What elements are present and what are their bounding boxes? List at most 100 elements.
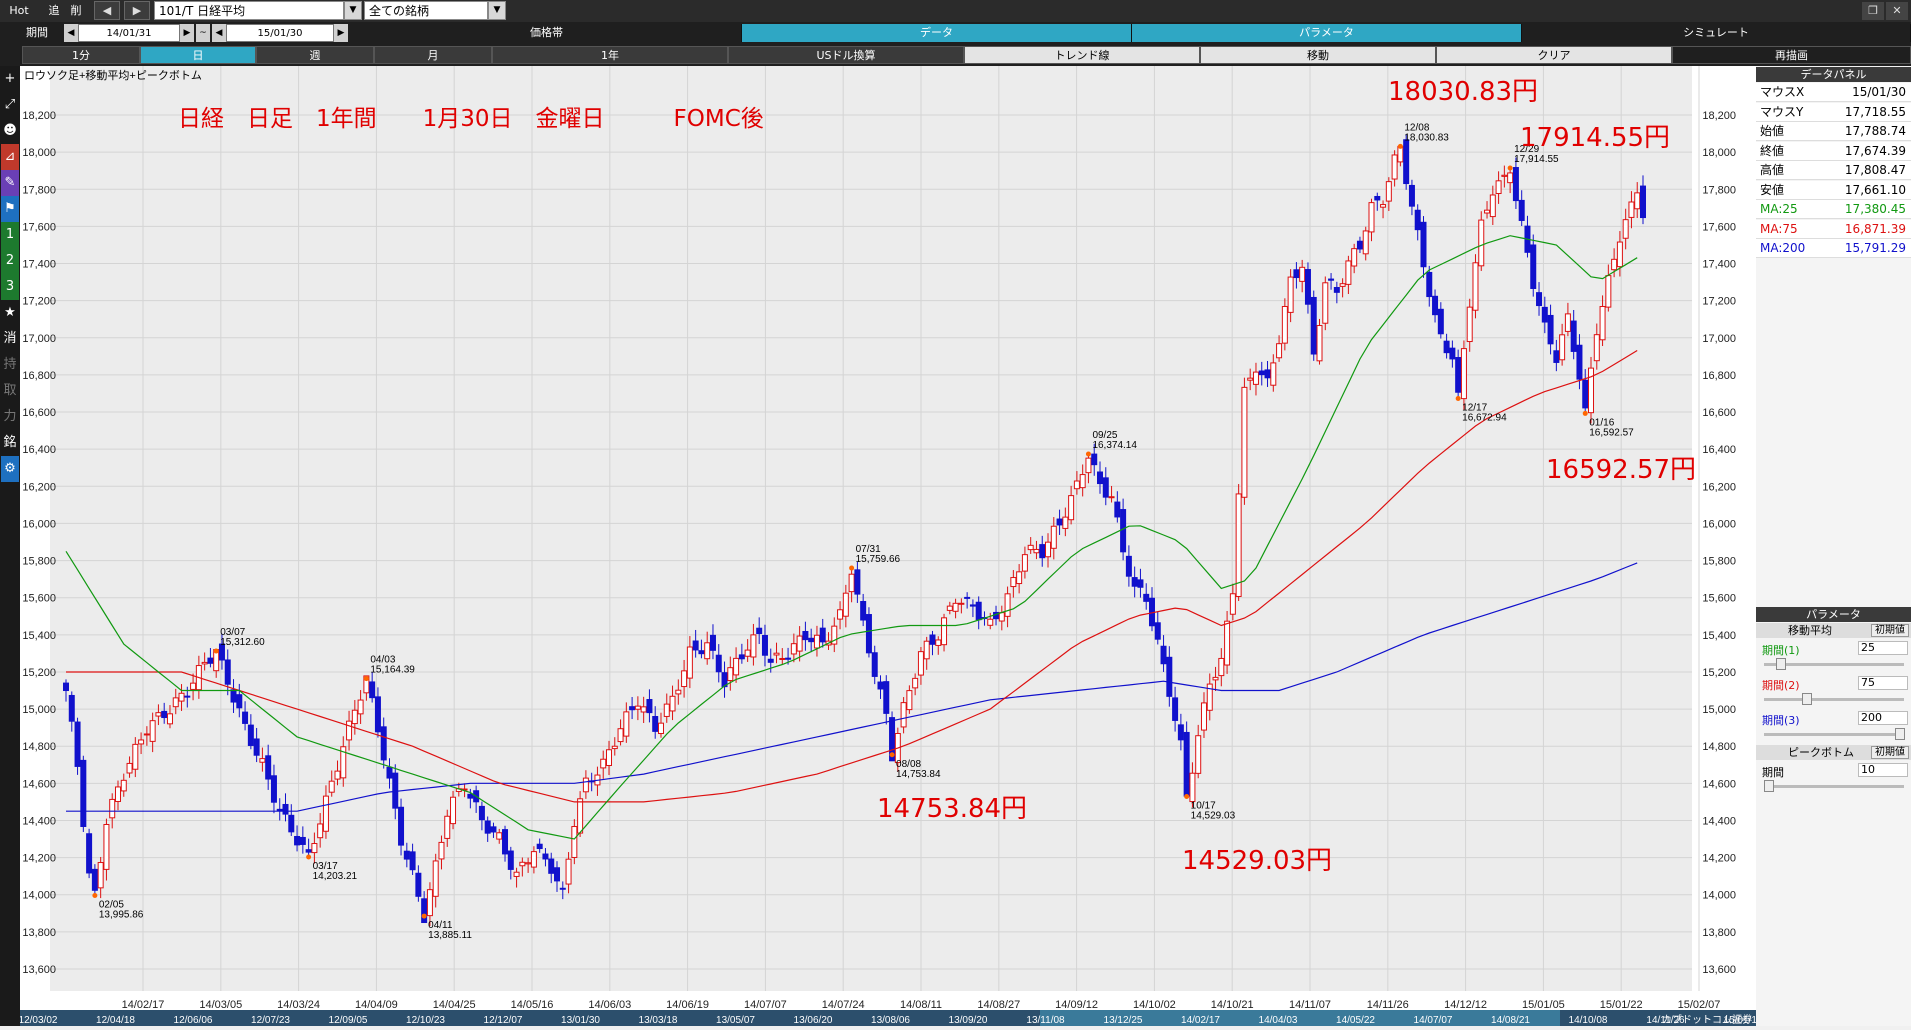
ma-slider-track[interactable] [1764,733,1904,736]
ma-slider-thumb[interactable] [1894,728,1905,740]
period-to-field[interactable]: 15/01/30 [226,24,334,42]
timeframe-1min[interactable]: 1分 [22,46,140,64]
ma-param-row: 期間(3) 200 [1756,709,1911,745]
peak-date-label: 12/29 [1514,144,1539,155]
flag-tool-icon[interactable]: ⚑ [1,196,19,222]
delete-button[interactable]: 削 [70,4,82,17]
crosshair-tool-icon[interactable]: + [4,71,16,86]
candle-down [369,681,376,699]
period-from-prev[interactable]: ◀ [64,24,78,42]
peak-date-label: 09/25 [1092,430,1117,441]
candle-up [1062,516,1069,529]
data-row-key: MA:25 [1760,202,1798,216]
holdings-icon[interactable]: 持 [3,357,17,372]
trade-icon[interactable]: 取 [3,383,17,398]
overview-date-label: 13/06/20 [794,1015,833,1026]
x-tick-label: 14/08/11 [900,999,942,1011]
ma-param-title: 移動平均 [1788,624,1832,637]
candle-down [1102,477,1109,498]
x-tick-label: 14/11/26 [1367,999,1409,1011]
power-icon[interactable]: 力 [3,409,17,424]
candle-up [773,652,780,656]
candle-up [565,858,572,885]
tab-simulate[interactable]: シミュレート [1522,24,1911,42]
universe-field[interactable]: 全ての銘柄 [364,1,488,20]
window-close-button[interactable]: ✕ [1886,2,1908,20]
ma-period-input[interactable]: 25 [1858,641,1908,655]
y-tick-label-right: 14,400 [1702,815,1736,827]
slot-3-icon[interactable]: 3 [1,274,19,300]
candlestick-chart[interactable]: 13,600 13,600 13,800 13,800 14,000 14,000 14,2… [19,66,1763,1026]
peak-bottom-header: ピークボトム 初期値 [1756,745,1911,760]
data-panel-title: データパネル [1756,67,1911,82]
expand-tool-icon[interactable]: ⤢ [4,97,16,112]
favorite-icon[interactable]: ★ [4,305,16,320]
headline-annotation: 日経 日足 1年間 1月30日 金曜日 FOMC後 [178,106,764,132]
peak-value-label: 16,592.57 [1589,427,1634,438]
chart-area[interactable]: 13,600 13,600 13,800 13,800 14,000 14,000 14,2… [19,66,1763,1026]
trendline-button[interactable]: トレンド線 [964,46,1200,64]
data-row: 高値 17,808.47 [1756,161,1911,180]
period-separator: ~ [196,24,210,42]
period-from-field[interactable]: 14/01/31 [78,24,180,42]
ma-param-row: 期間(2) 75 [1756,674,1911,710]
gear-icon[interactable]: ⚙ [1,456,19,482]
peak-bottom-slider-track[interactable] [1764,785,1904,788]
candle-down [1258,370,1265,376]
add-button[interactable]: 追 [48,4,60,17]
candle-up [1628,201,1635,218]
chart-purple-tool-icon[interactable]: ✎ [1,170,19,196]
slot-2-icon[interactable]: 2 [1,248,19,274]
timeframe-month[interactable]: 月 [374,46,492,64]
erase-icon[interactable]: 消 [3,331,17,346]
ma-slider-track[interactable] [1764,698,1904,701]
move-button[interactable]: 移動 [1200,46,1436,64]
candle-up [1270,362,1277,386]
candle-up [155,712,162,717]
symbol-dropdown[interactable]: ▼ [344,1,362,20]
period-from-next[interactable]: ▶ [180,24,194,42]
next-symbol-button[interactable]: ▶ [124,1,150,20]
ma-slider-thumb[interactable] [1776,658,1787,670]
slot-1-icon[interactable]: 1 [1,222,19,248]
peak-date-label: 08/08 [896,759,921,770]
timeframe-1year[interactable]: 1年 [492,46,728,64]
ma-period-input[interactable]: 200 [1858,711,1908,725]
universe-dropdown[interactable]: ▼ [488,1,506,20]
period-to-next[interactable]: ▶ [334,24,348,42]
peak-bottom-reset-button[interactable]: 初期値 [1871,746,1909,759]
symbol-field[interactable]: 101/T 日経平均 [154,1,344,20]
candle-down [559,887,566,890]
peak-marker [1085,451,1091,457]
clear-button[interactable]: クリア [1436,46,1672,64]
timeframe-week[interactable]: 週 [256,46,374,64]
x-tick-label: 15/01/22 [1600,999,1643,1011]
snapshot-tool-icon[interactable]: ☻ [3,123,17,138]
ma-reset-button[interactable]: 初期値 [1871,624,1909,637]
ma-slider-track[interactable] [1764,663,1904,666]
peak-bottom-period-input[interactable]: 10 [1858,763,1908,777]
tab-data[interactable]: データ [742,24,1132,42]
candle-down [1640,185,1646,219]
period-to-prev[interactable]: ◀ [212,24,226,42]
peak-bottom-slider-thumb[interactable] [1764,780,1774,792]
data-row-key: 高値 [1760,163,1785,177]
candle-down [502,829,509,855]
arrow-right-icon: ▶ [132,4,142,17]
y-tick-label-right: 18,200 [1702,110,1736,122]
window-restore-button[interactable]: ❐ [1862,2,1884,20]
tab-parameter[interactable]: パラメータ [1132,24,1522,42]
chart-red-tool-icon[interactable]: ⊿ [1,144,19,170]
overview-date-label: 13/08/06 [871,1015,910,1026]
redraw-button[interactable]: 再描画 [1672,46,1911,64]
y-tick-label-right: 16,600 [1702,407,1736,419]
prev-symbol-button[interactable]: ◀ [94,1,120,20]
ma-period-input[interactable]: 75 [1858,676,1908,690]
tab-price-band[interactable]: 価格帯 [352,24,742,42]
timeframe-day[interactable]: 日 [140,46,256,64]
ma-slider-thumb[interactable] [1801,693,1812,705]
stock-icon[interactable]: 銘 [3,435,17,450]
hot-button[interactable]: Hot [9,4,29,17]
usd-conversion-button[interactable]: USドル換算 [728,46,964,64]
candle-down [1414,209,1421,231]
